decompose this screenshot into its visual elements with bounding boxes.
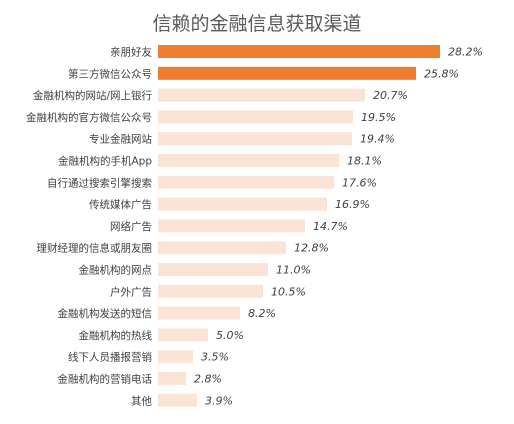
category-label: 理财经理的信息或朋友圈 xyxy=(37,242,153,255)
category-label: 金融机构的热线 xyxy=(79,329,153,342)
category-label: 其他 xyxy=(131,394,152,407)
bar xyxy=(158,241,286,255)
value-label: 19.5% xyxy=(361,111,396,124)
bar xyxy=(158,154,339,167)
value-label: 12.8% xyxy=(294,242,329,255)
bar xyxy=(158,132,352,146)
category-label: 专业金融网站 xyxy=(89,133,152,146)
category-label: 线下人员播报营销 xyxy=(68,351,152,364)
bar xyxy=(158,328,208,342)
value-label: 20.7% xyxy=(373,89,408,102)
category-label: 网络广告 xyxy=(110,220,152,233)
bar xyxy=(158,110,353,124)
value-label: 16.9% xyxy=(335,198,370,211)
bars-group: 亲朋好友 28.2% 第三方微信公众号 25.8% 金融机构的网站/网上银行 20.7% 金… xyxy=(26,45,483,407)
category-label: 金融机构的网点 xyxy=(79,264,153,277)
value-label: 11.0% xyxy=(276,264,311,277)
bar xyxy=(158,197,327,211)
category-label: 自行通过搜索引擎搜索 xyxy=(47,176,152,189)
bar xyxy=(158,66,416,80)
category-label: 金融机构发送的短信 xyxy=(58,307,153,320)
category-label: 第三方微信公众号 xyxy=(68,67,152,80)
value-label: 5.0% xyxy=(216,329,244,342)
category-label: 金融机构的营销电话 xyxy=(58,373,153,386)
bar xyxy=(158,175,334,189)
value-label: 18.1% xyxy=(347,155,382,168)
bar xyxy=(158,306,240,320)
bar xyxy=(158,219,305,233)
value-label: 25.8% xyxy=(424,67,459,80)
bar xyxy=(158,263,268,276)
category-label: 亲朋好友 xyxy=(110,46,152,59)
value-label: 19.4% xyxy=(360,133,395,146)
category-label: 户外广告 xyxy=(110,285,152,298)
category-label: 金融机构的网站/网上银行 xyxy=(33,89,153,102)
bar xyxy=(158,45,440,58)
bar xyxy=(158,393,197,407)
bar xyxy=(158,372,186,385)
value-label: 17.6% xyxy=(342,176,377,189)
value-label: 3.9% xyxy=(205,394,233,407)
category-label: 传统媒体广告 xyxy=(89,198,152,211)
value-label: 10.5% xyxy=(271,285,306,298)
category-label: 金融机构的官方微信公众号 xyxy=(26,111,152,124)
category-label: 金融机构的手机App xyxy=(58,155,152,168)
value-label: 14.7% xyxy=(313,220,348,233)
bar xyxy=(158,284,263,298)
value-label: 8.2% xyxy=(248,307,276,320)
bar xyxy=(158,350,193,364)
value-label: 3.5% xyxy=(201,351,229,364)
chart-title: 信赖的金融信息获取渠道 xyxy=(152,13,361,35)
value-label: 2.8% xyxy=(194,373,222,386)
bar xyxy=(158,88,365,102)
value-label: 28.2% xyxy=(448,46,483,59)
